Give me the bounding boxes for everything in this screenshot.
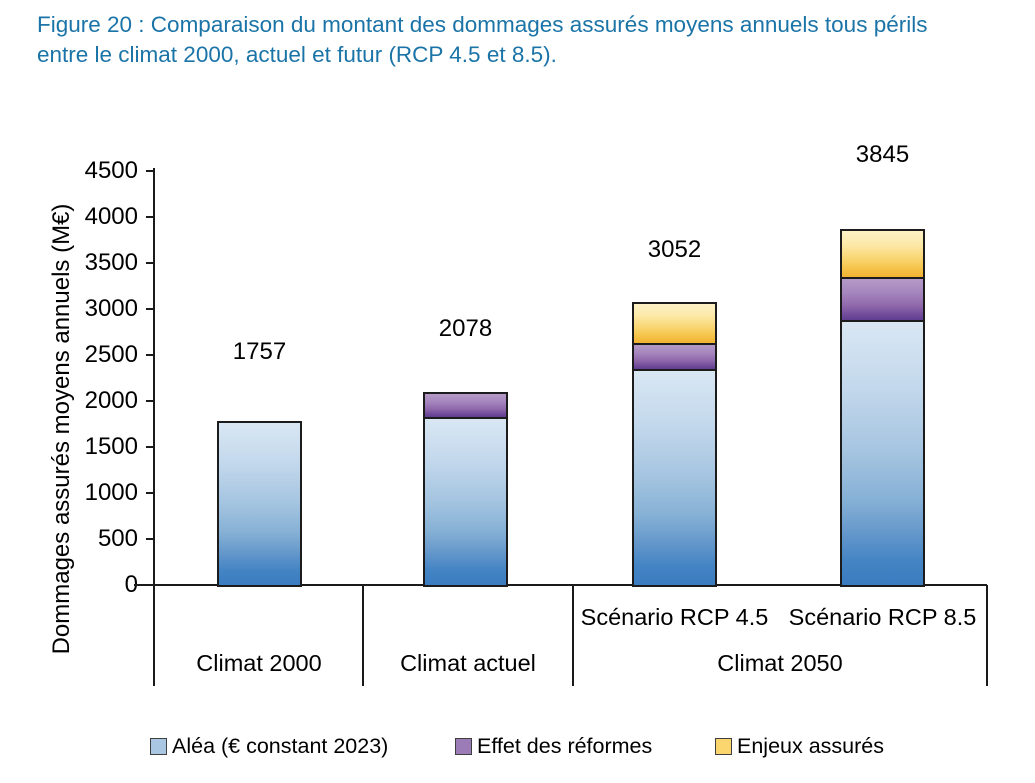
bar-segment-effet-des-reformes-climat-actuel	[425, 393, 506, 417]
legend-swatch-alea-constant-2023	[150, 737, 167, 755]
category-divider	[986, 585, 988, 686]
bar-total-label-climat-actuel: 2078	[438, 314, 493, 342]
category-divider	[362, 585, 364, 686]
y-axis-tick-mark	[146, 262, 155, 264]
bar-segment-enjeux-assures-scenario-rcp-4-5	[634, 304, 715, 344]
legend-label-alea-constant-2023: Aléa (€ constant 2023)	[172, 734, 389, 758]
bar-total-label-scenario-rcp-4-5: 3052	[647, 236, 702, 264]
x-sub-label-scenario-rcp-4-5: Scénario RCP 4.5	[580, 604, 769, 630]
y-axis-tick-mark	[146, 492, 155, 494]
figure-caption: Figure 20 : Comparaison du montant des d…	[37, 10, 927, 70]
bar-segment-effet-des-reformes-scenario-rcp-8-5	[842, 276, 923, 321]
y-axis-tick-mark	[146, 170, 155, 172]
y-axis-tick-label: 4000	[84, 203, 138, 230]
y-axis-tick-label: 3000	[84, 295, 138, 322]
x-axis-line	[134, 584, 987, 586]
y-axis-line	[153, 168, 155, 686]
y-axis-tick-mark	[146, 308, 155, 310]
y-axis-title: Dommages assurés moyens annuels (M€)	[48, 203, 75, 655]
legend-item-effet-des-reformes: Effet des réformes	[455, 733, 652, 759]
bar-segment-alea-constant-2023-climat-2000	[219, 423, 300, 585]
caption-line-1: Figure 20 : Comparaison du montant des d…	[37, 12, 928, 37]
y-axis-tick-label: 2000	[84, 387, 138, 414]
bar-segment-alea-constant-2023-climat-actuel	[425, 416, 506, 585]
y-axis-tick-label: 500	[97, 525, 138, 552]
legend-label-effet-des-reformes: Effet des réformes	[477, 734, 653, 758]
y-axis-tick-label: 0	[124, 571, 138, 598]
legend-item-alea-constant-2023: Aléa (€ constant 2023)	[150, 733, 388, 759]
y-axis-tick-mark	[146, 354, 155, 356]
y-axis-tick-label: 2500	[84, 341, 138, 368]
y-axis-tick-label: 1500	[84, 433, 138, 460]
bar-total-label-climat-2000: 1757	[232, 338, 287, 366]
x-group-label-climat-2000: Climat 2000	[196, 650, 322, 676]
y-axis-tick-mark	[146, 400, 155, 402]
bar-segment-effet-des-reformes-scenario-rcp-4-5	[634, 343, 715, 370]
bar-segment-alea-constant-2023-scenario-rcp-4-5	[634, 369, 715, 585]
category-divider	[572, 585, 574, 686]
y-axis-tick-mark	[146, 446, 155, 448]
x-sub-label-scenario-rcp-8-5: Scénario RCP 8.5	[788, 604, 977, 630]
caption-line-2: entre le climat 2000, actuel et futur (R…	[37, 42, 557, 67]
legend-item-enjeux-assures: Enjeux assurés	[715, 733, 884, 759]
x-group-label-climat-2050: Climat 2050	[717, 650, 843, 676]
bar-segment-enjeux-assures-scenario-rcp-8-5	[842, 231, 923, 277]
bar-segment-alea-constant-2023-scenario-rcp-8-5	[842, 320, 923, 585]
bar-scenario-rcp-4-5	[632, 302, 717, 587]
legend-swatch-effet-des-reformes	[455, 737, 472, 755]
bar-scenario-rcp-8-5	[840, 229, 925, 587]
legend-label-enjeux-assures: Enjeux assurés	[737, 734, 884, 758]
bar-climat-2000	[217, 421, 302, 587]
legend-swatch-enjeux-assures	[715, 737, 732, 755]
y-axis-tick-label: 3500	[84, 249, 138, 276]
bar-climat-actuel	[423, 391, 508, 587]
y-axis-tick-mark	[146, 216, 155, 218]
bar-total-label-scenario-rcp-8-5: 3845	[855, 141, 910, 169]
y-axis-tick-label: 4500	[84, 157, 138, 184]
y-axis-tick-label: 1000	[84, 479, 138, 506]
x-group-label-climat-actuel: Climat actuel	[400, 650, 536, 676]
y-axis-tick-mark	[146, 538, 155, 540]
